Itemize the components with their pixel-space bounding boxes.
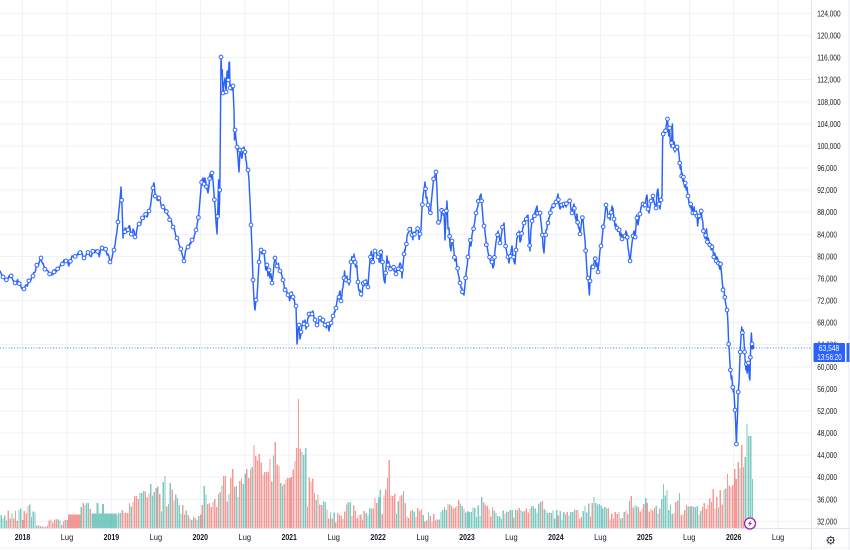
svg-text:92,000: 92,000 <box>817 185 837 195</box>
svg-text:2025: 2025 <box>637 532 653 542</box>
svg-text:44,000: 44,000 <box>817 450 837 460</box>
svg-text:124,000: 124,000 <box>817 9 841 19</box>
svg-text:Lug: Lug <box>416 532 429 542</box>
svg-text:60,000: 60,000 <box>817 362 837 372</box>
svg-text:88,000: 88,000 <box>817 207 837 217</box>
svg-text:2018: 2018 <box>15 532 31 542</box>
svg-text:Lug: Lug <box>772 532 785 542</box>
svg-text:104,000: 104,000 <box>817 119 841 129</box>
svg-text:76,000: 76,000 <box>817 274 837 284</box>
svg-text:120,000: 120,000 <box>817 31 841 41</box>
svg-text:13:56:20: 13:56:20 <box>817 352 842 362</box>
svg-text:Lug: Lug <box>505 532 518 542</box>
svg-text:80,000: 80,000 <box>817 251 837 261</box>
svg-text:Lug: Lug <box>239 532 252 542</box>
svg-text:36,000: 36,000 <box>817 494 837 504</box>
svg-text:108,000: 108,000 <box>817 97 841 107</box>
svg-text:52,000: 52,000 <box>817 406 837 416</box>
svg-text:32,000: 32,000 <box>817 516 837 526</box>
svg-text:68,000: 68,000 <box>817 318 837 328</box>
svg-text:72,000: 72,000 <box>817 296 837 306</box>
svg-text:63,548: 63,548 <box>819 343 840 353</box>
svg-text:2023: 2023 <box>459 532 475 542</box>
svg-text:Lug: Lug <box>594 532 607 542</box>
svg-text:2022: 2022 <box>370 532 386 542</box>
svg-text:40,000: 40,000 <box>817 472 837 482</box>
svg-text:Lug: Lug <box>150 532 163 542</box>
svg-text:56,000: 56,000 <box>817 384 837 394</box>
svg-text:2026: 2026 <box>726 532 742 542</box>
svg-text:112,000: 112,000 <box>817 75 841 85</box>
svg-text:2020: 2020 <box>193 532 209 542</box>
svg-text:2021: 2021 <box>281 532 297 542</box>
svg-text:Lug: Lug <box>61 532 74 542</box>
svg-text:116,000: 116,000 <box>817 53 841 63</box>
svg-text:96,000: 96,000 <box>817 163 837 173</box>
svg-text:Lug: Lug <box>683 532 696 542</box>
svg-text:48,000: 48,000 <box>817 428 837 438</box>
svg-text:2024: 2024 <box>548 532 564 542</box>
svg-text:84,000: 84,000 <box>817 229 837 239</box>
svg-text:2019: 2019 <box>104 532 120 542</box>
svg-text:100,000: 100,000 <box>817 141 841 151</box>
svg-text:Lug: Lug <box>327 532 340 542</box>
